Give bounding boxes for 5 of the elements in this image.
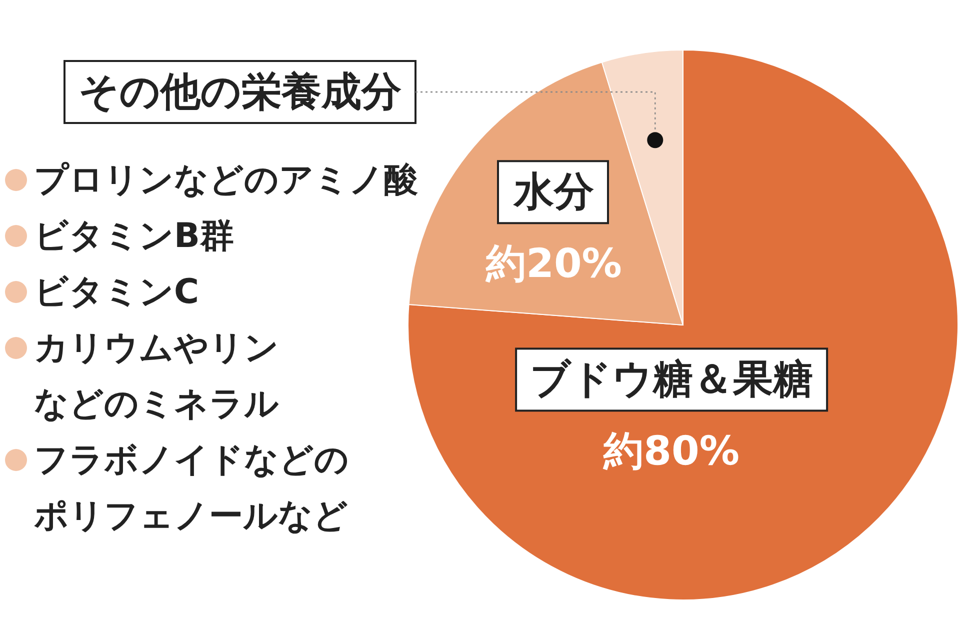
annotation: プロリンなどのアミノ酸 — [34, 160, 418, 200]
annotation: ビタミンB群 — [34, 216, 234, 256]
annotation: ビタミンC — [34, 272, 199, 312]
annotation: フラボノイドなどのポリフェノールなど — [34, 440, 349, 536]
annotation: カリウムやリンなどのミネラル — [34, 328, 279, 424]
